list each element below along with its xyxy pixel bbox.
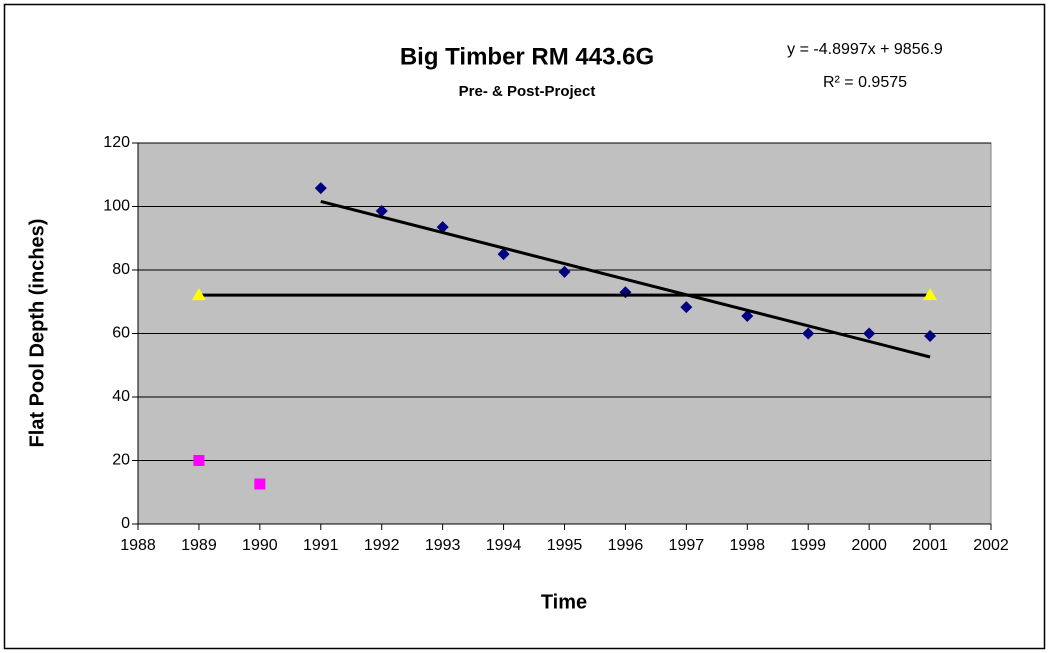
- x-tick-label: 1999: [790, 537, 826, 554]
- chart-subtitle: Pre- & Post-Project: [459, 83, 596, 100]
- x-tick-label: 1997: [669, 537, 705, 554]
- data-point: [436, 221, 449, 234]
- data-point: [863, 327, 876, 340]
- x-tick-label: 2000: [851, 537, 887, 554]
- data-point: [741, 310, 754, 323]
- y-tick-label: 100: [103, 198, 130, 215]
- data-point: [924, 330, 937, 343]
- data-point: [497, 248, 510, 261]
- x-tick-label: 2002: [973, 537, 1009, 554]
- x-tick-label: 1988: [120, 537, 156, 554]
- y-tick-label: 0: [121, 515, 130, 532]
- data-point: [191, 288, 206, 301]
- y-axis-title: Flat Pool Depth (inches): [26, 219, 48, 448]
- x-tick-label: 1993: [425, 537, 461, 554]
- r-squared: R² = 0.9575: [823, 74, 907, 91]
- data-point: [314, 182, 327, 195]
- x-tick-label: 1994: [486, 537, 522, 554]
- data-point: [375, 204, 388, 217]
- y-tick-label: 60: [112, 325, 130, 342]
- y-tick-label: 120: [103, 134, 130, 151]
- x-tick-label: 2001: [912, 537, 948, 554]
- data-point: [680, 301, 693, 314]
- x-tick-label: 1992: [364, 537, 400, 554]
- y-tick-label: 20: [112, 452, 130, 469]
- data-point: [923, 288, 938, 301]
- data-point: [802, 327, 815, 340]
- data-point: [254, 478, 266, 490]
- x-tick-label: 1996: [608, 537, 644, 554]
- data-point: [193, 455, 205, 466]
- chart-title: Big Timber RM 443.6G: [400, 43, 654, 70]
- data-point: [558, 265, 571, 278]
- trend-equation: y = -4.8997x + 9856.9: [787, 41, 943, 58]
- x-tick-label: 1990: [242, 537, 278, 554]
- x-tick-label: 1991: [303, 537, 339, 554]
- x-tick-label: 1989: [181, 537, 217, 554]
- y-tick-label: 80: [112, 261, 130, 278]
- series-line: [320, 199, 931, 359]
- x-tick-label: 1995: [547, 537, 583, 554]
- x-axis-title: Time: [541, 591, 587, 613]
- y-tick-label: 40: [112, 388, 130, 405]
- x-tick-label: 1998: [729, 537, 765, 554]
